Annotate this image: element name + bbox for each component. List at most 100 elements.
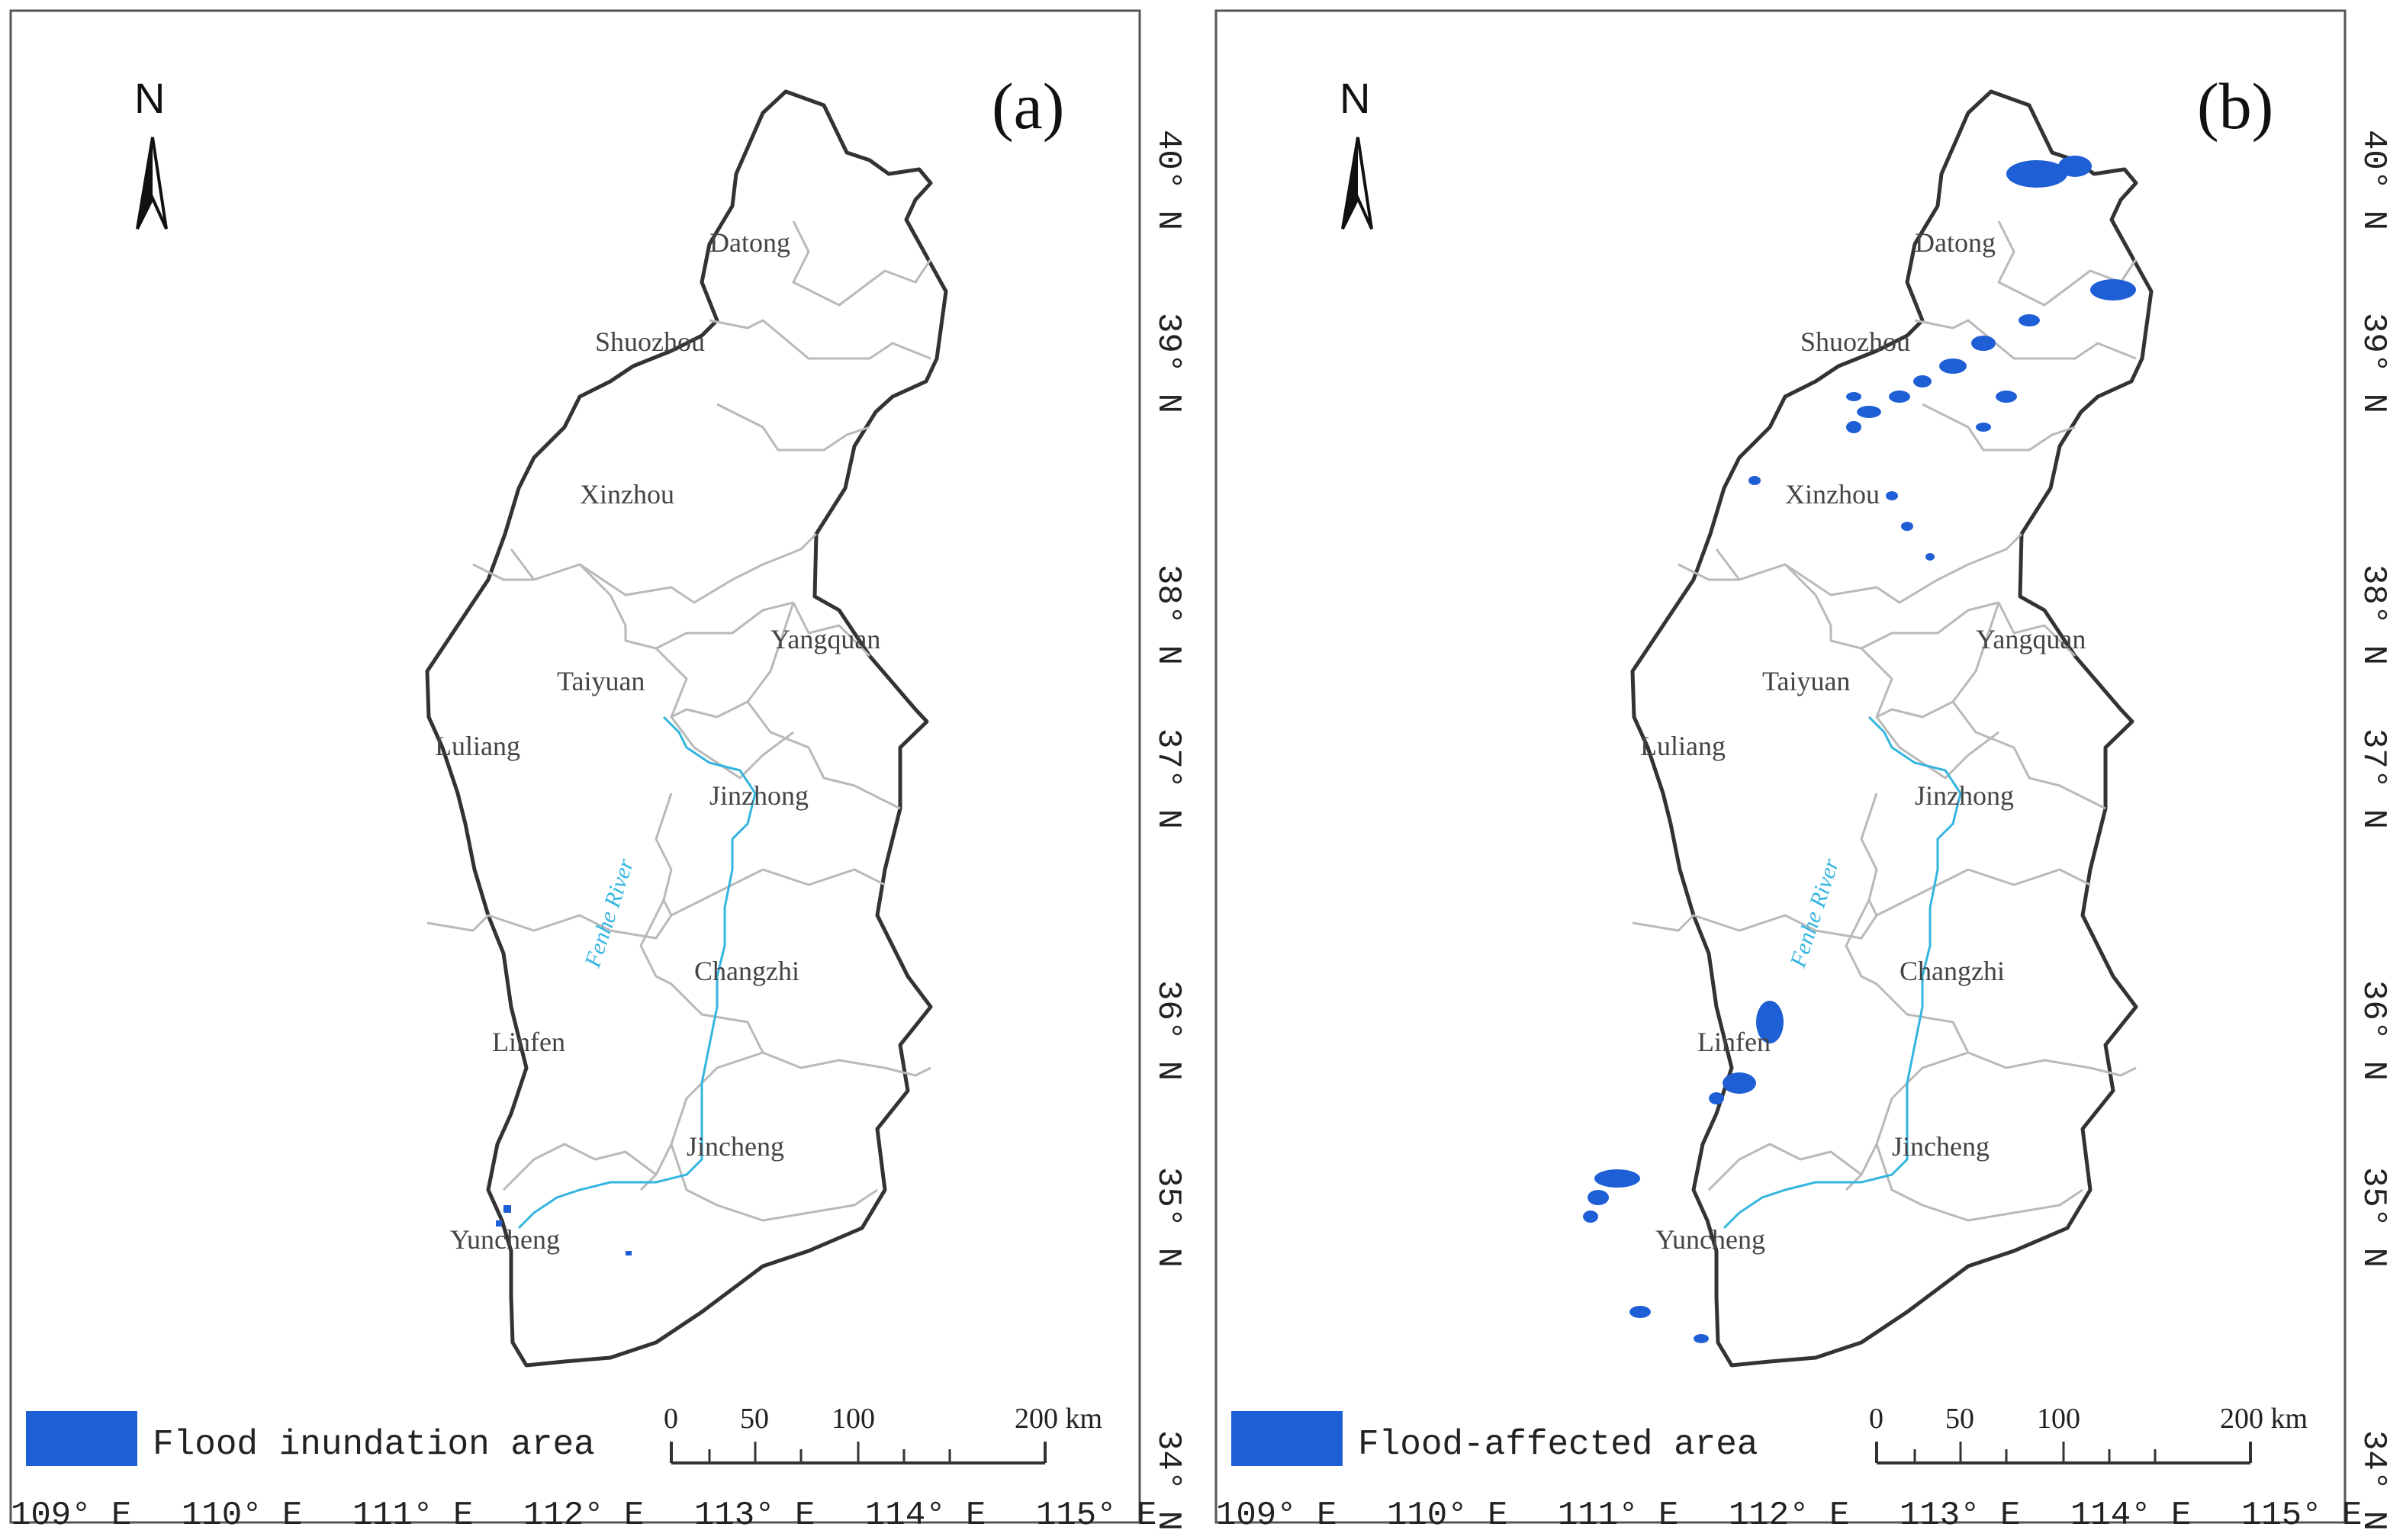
city-label-luliang: Luliang: [435, 731, 520, 761]
city-label-changzhi: Changzhi: [694, 956, 799, 986]
lat-label-40: 40° N: [2354, 130, 2392, 230]
flood-patch: [2019, 314, 2040, 326]
city-label-luliang: Luliang: [1640, 731, 1726, 761]
panel-a-frame: [9, 9, 1141, 1524]
city-label-jinzhong: Jinzhong: [1915, 780, 2014, 811]
flood-patch: [1629, 1306, 1651, 1318]
lon-label-115: 115° E: [1036, 1497, 1156, 1535]
city-label-shuozhou: Shuozhou: [595, 326, 705, 357]
flood-speck: [496, 1220, 502, 1227]
legend-label: Flood-affected area: [1358, 1425, 1758, 1464]
scale-label-50: 50: [740, 1403, 769, 1435]
flood-patch: [1846, 392, 1861, 401]
lon-label-113: 113° E: [1900, 1497, 2020, 1535]
scale-label-50: 50: [1945, 1403, 1974, 1435]
city-label-yuncheng: Yuncheng: [1655, 1224, 1765, 1255]
lat-label-35: 35° N: [2354, 1167, 2392, 1268]
city-label-taiyuan: Taiyuan: [557, 666, 645, 696]
flood-patch: [1694, 1334, 1709, 1343]
lat-label-37: 37° N: [2354, 728, 2392, 829]
lon-label-109: 109° E: [1216, 1497, 1337, 1535]
flood-patch: [1901, 522, 1913, 531]
flood-patch: [1709, 1092, 1724, 1104]
city-label-jincheng: Jincheng: [1892, 1131, 1990, 1162]
north-letter: N: [134, 74, 165, 122]
flood-speck: [626, 1251, 632, 1255]
flood-patch: [1939, 358, 1967, 374]
city-label-xinzhou: Xinzhou: [1785, 479, 1880, 510]
lat-label-40: 40° N: [1149, 130, 1187, 230]
flood-patch: [1913, 375, 1932, 387]
city-label-xinzhou: Xinzhou: [580, 479, 674, 510]
lat-label-34: 34° N: [1149, 1430, 1187, 1531]
flood-patch: [1889, 391, 1910, 403]
city-label-changzhi: Changzhi: [1900, 956, 2005, 986]
scale-label-200km: 200 km: [1015, 1403, 1102, 1435]
lat-label-39: 39° N: [2354, 313, 2392, 413]
city-label-datong: Datong: [1915, 227, 1996, 258]
city-label-taiyuan: Taiyuan: [1762, 666, 1850, 696]
city-label-jinzhong: Jinzhong: [709, 780, 809, 811]
lat-label-38: 38° N: [1149, 564, 1187, 665]
flood-patches: [1583, 156, 2136, 1343]
lon-label-112: 112° E: [523, 1497, 644, 1535]
lon-label-115: 115° E: [2241, 1497, 2362, 1535]
lon-label-114: 114° E: [2070, 1497, 2191, 1535]
flood-patch: [1886, 491, 1898, 500]
city-label-linfen: Linfen: [1697, 1027, 1771, 1057]
lon-label-110: 110° E: [182, 1497, 302, 1535]
river-label: Fenhe River: [1785, 855, 1844, 971]
legend-label: Flood inundation area: [153, 1425, 595, 1464]
scale-label-0: 0: [664, 1403, 678, 1435]
flood-patch: [1723, 1072, 1756, 1094]
scale-label-200km: 200 km: [2220, 1403, 2308, 1435]
panel-a: (a) N Datong Shuozhou Xinzhou Yangquan T…: [9, 9, 1187, 1535]
panel-a-label: (a): [992, 69, 1064, 143]
lat-label-35: 35° N: [1149, 1167, 1187, 1268]
city-label-datong: Datong: [709, 227, 790, 258]
flood-patch: [1846, 421, 1861, 433]
flood-patch: [2006, 160, 2067, 188]
panel-b-frame: [1214, 9, 2347, 1524]
scale-label-0: 0: [1869, 1403, 1883, 1435]
lon-label-110: 110° E: [1387, 1497, 1507, 1535]
lon-label-111: 111° E: [352, 1497, 473, 1535]
flood-patch: [1594, 1169, 1640, 1188]
flood-patch: [1971, 336, 1996, 351]
river-label: Fenhe River: [580, 855, 639, 971]
flood-patch: [1976, 423, 1991, 432]
flood-patch: [1748, 476, 1761, 485]
lon-label-114: 114° E: [865, 1497, 986, 1535]
flood-patch: [1588, 1190, 1609, 1205]
lon-label-109: 109° E: [11, 1497, 131, 1535]
flood-patch: [2090, 279, 2136, 301]
lat-label-39: 39° N: [1149, 313, 1187, 413]
scale-label-100: 100: [832, 1403, 875, 1435]
scale-label-100: 100: [2037, 1403, 2080, 1435]
flood-patch: [1756, 1001, 1784, 1043]
city-label-yangquan: Yangquan: [770, 624, 880, 654]
lat-label-37: 37° N: [1149, 728, 1187, 829]
lon-label-112: 112° E: [1729, 1497, 1849, 1535]
lat-label-36: 36° N: [2354, 980, 2392, 1081]
city-label-shuozhou: Shuozhou: [1800, 326, 1910, 357]
city-label-yangquan: Yangquan: [1976, 624, 2086, 654]
flood-speck: [503, 1205, 511, 1213]
flood-patch: [1925, 553, 1935, 561]
flood-patch: [2058, 156, 2092, 177]
panel-b-label: (b): [2197, 69, 2273, 143]
north-letter: N: [1340, 74, 1370, 122]
panel-b: (b) N Datong Shuozhou Xinzhou Yangquan T…: [1214, 9, 2392, 1535]
city-label-jincheng: Jincheng: [687, 1131, 784, 1162]
lon-label-113: 113° E: [694, 1497, 815, 1535]
city-label-linfen: Linfen: [492, 1027, 565, 1057]
flood-patch: [1583, 1210, 1598, 1223]
flood-patch: [1996, 391, 2017, 403]
lat-label-38: 38° N: [2354, 564, 2392, 665]
lat-label-36: 36° N: [1149, 980, 1187, 1081]
lon-label-111: 111° E: [1558, 1497, 1678, 1535]
lat-label-34: 34° N: [2354, 1430, 2392, 1531]
city-label-yuncheng: Yuncheng: [450, 1224, 560, 1255]
flood-patch: [1857, 406, 1881, 418]
